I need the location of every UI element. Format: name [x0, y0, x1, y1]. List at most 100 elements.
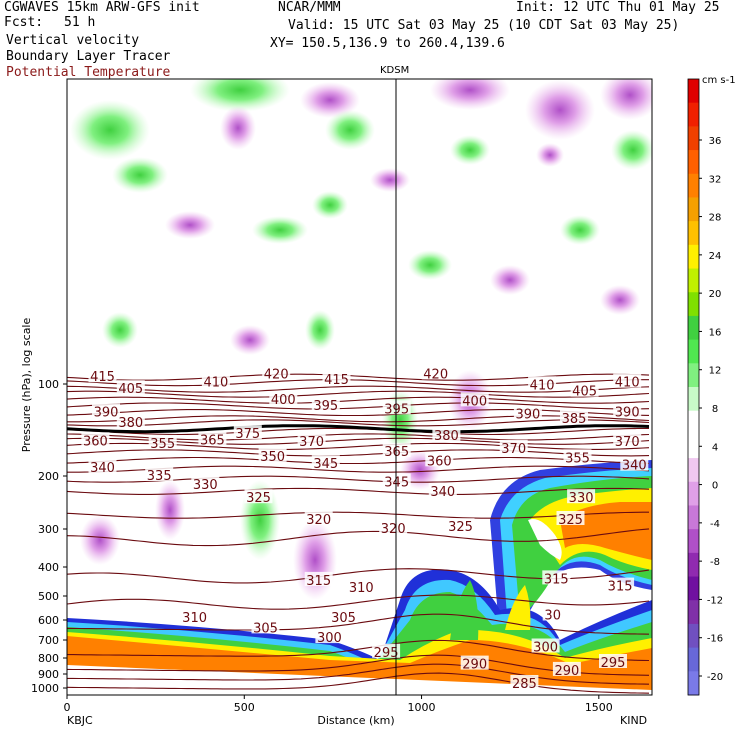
colorbar-tick-label: 12	[709, 366, 722, 377]
contour-label-bg	[88, 458, 117, 473]
contour-label: 305	[253, 621, 278, 636]
contour-label: 395	[313, 399, 338, 414]
x-tick-label: 500	[234, 701, 255, 714]
field-potential-temperature: Potential Temperature	[6, 65, 171, 80]
y-tick-label: 400	[38, 561, 59, 574]
colorbar-tick-label: -8	[710, 557, 720, 568]
contour-label: 340	[430, 485, 455, 500]
contour-label: 345	[384, 475, 409, 490]
contour-label: 340	[622, 459, 647, 474]
contour-label-bg	[92, 403, 120, 418]
vertical-velocity-field	[70, 79, 652, 600]
colorbar-swatch	[688, 244, 699, 270]
contour-label: 325	[448, 520, 473, 535]
contour-label: 295	[601, 656, 626, 671]
theta-contour-410	[67, 385, 650, 393]
contour-label: 385	[562, 412, 587, 427]
contour-label: 420	[423, 367, 448, 382]
contour-label: 365	[384, 445, 409, 460]
colorbar-swatch	[688, 458, 699, 483]
contour-label: 325	[558, 513, 583, 528]
theta-contour-380	[67, 419, 650, 427]
contour-label-bg	[460, 392, 489, 407]
colorbar-swatch	[688, 552, 699, 578]
contour-label-bg	[567, 489, 596, 504]
contour-label-bg	[379, 520, 408, 534]
contour-label-bg	[613, 373, 642, 388]
contour-label: 320	[306, 513, 331, 528]
contour-label: 390	[615, 406, 640, 421]
colorbar-swatch	[688, 529, 699, 554]
colorbar-tick-label: 24	[709, 251, 722, 262]
theta-contour-330	[67, 487, 650, 495]
contour-label-bg	[251, 619, 280, 634]
theta-contour-400	[67, 396, 650, 404]
contour-label-bg	[311, 455, 340, 470]
x-tick-label: 1500	[585, 701, 613, 714]
theta-contour-345	[67, 456, 650, 465]
contour-label: 330	[569, 491, 594, 506]
contour-label: 310	[182, 611, 207, 626]
contour-label: 370	[501, 442, 526, 457]
contour-label: 300	[317, 631, 342, 646]
x-axis-ticks: 0 500 1000 1500	[64, 695, 613, 714]
contour-label-bg	[201, 373, 230, 388]
contour-label-bg	[542, 606, 563, 621]
colorbar-tick-label: 0	[712, 481, 718, 492]
contour-label: 340	[90, 461, 115, 476]
x-tick-label: 0	[64, 701, 71, 714]
theta-contour-310	[67, 594, 650, 610]
contour-label-bg	[382, 443, 411, 458]
contour-label-bg	[382, 473, 411, 488]
contour-label-bg	[560, 409, 588, 424]
contour-label: 415	[324, 373, 349, 388]
contour-label: 380	[118, 416, 143, 431]
x-axis-title: Distance (km)	[317, 714, 394, 727]
contour-label: 295	[374, 646, 399, 661]
contour-label-bg	[613, 403, 642, 418]
contour-label: 415	[90, 370, 115, 385]
theta-contour-420	[67, 373, 650, 381]
contour-label: 410	[615, 376, 640, 391]
colorbar-swatch	[688, 221, 699, 246]
contour-label: 350	[260, 450, 285, 465]
contour-label: 390	[515, 408, 540, 423]
contour-label: 365	[200, 433, 225, 448]
theta-contour-295	[67, 654, 650, 676]
contour-label: 410	[530, 378, 555, 393]
colorbar-tick-label: -16	[707, 634, 723, 645]
contour-label-bg	[180, 608, 209, 623]
y-tick-label: 800	[38, 652, 59, 665]
colorbar-tick-label: 4	[712, 442, 718, 453]
contour-label: 420	[264, 367, 289, 382]
colorbar-swatch	[688, 363, 699, 388]
contour-label: 400	[462, 394, 487, 409]
theta-contour-395	[67, 402, 650, 410]
contour-label: 355	[565, 451, 590, 466]
colorbar-tick-label: 16	[709, 327, 722, 338]
theta-contour-390	[67, 409, 650, 417]
contour-label: 285	[512, 677, 537, 692]
colorbar-swatch	[688, 79, 699, 104]
contour-label-bg	[513, 405, 542, 420]
contour-label-bg	[304, 511, 333, 525]
init-time: Init: 12 UTC Thu 01 May 25	[516, 0, 720, 15]
colorbar-swatch	[688, 387, 699, 412]
contour-label-bg	[531, 638, 560, 653]
colorbar-tick-label: 32	[709, 174, 722, 185]
left-station-label: KBJC	[67, 714, 93, 727]
colorbar-swatch	[688, 434, 699, 459]
y-tick-label: 900	[38, 668, 59, 681]
contour-label: 315	[544, 572, 569, 587]
y-tick-label: 500	[38, 590, 59, 603]
theta-contour-300	[67, 639, 650, 662]
contour-label: 380	[434, 429, 459, 444]
station-mid-label: KDSM	[380, 65, 410, 76]
boundary-layer-plume	[490, 460, 652, 640]
colorbar-tick-label: 8	[712, 404, 718, 415]
contour-label-bg	[556, 511, 585, 525]
y-tick-label: 200	[38, 470, 59, 483]
colorbar-tick-label: -12	[707, 595, 723, 606]
colorbar-swatch	[688, 623, 699, 649]
contour-label-bg	[347, 579, 376, 593]
